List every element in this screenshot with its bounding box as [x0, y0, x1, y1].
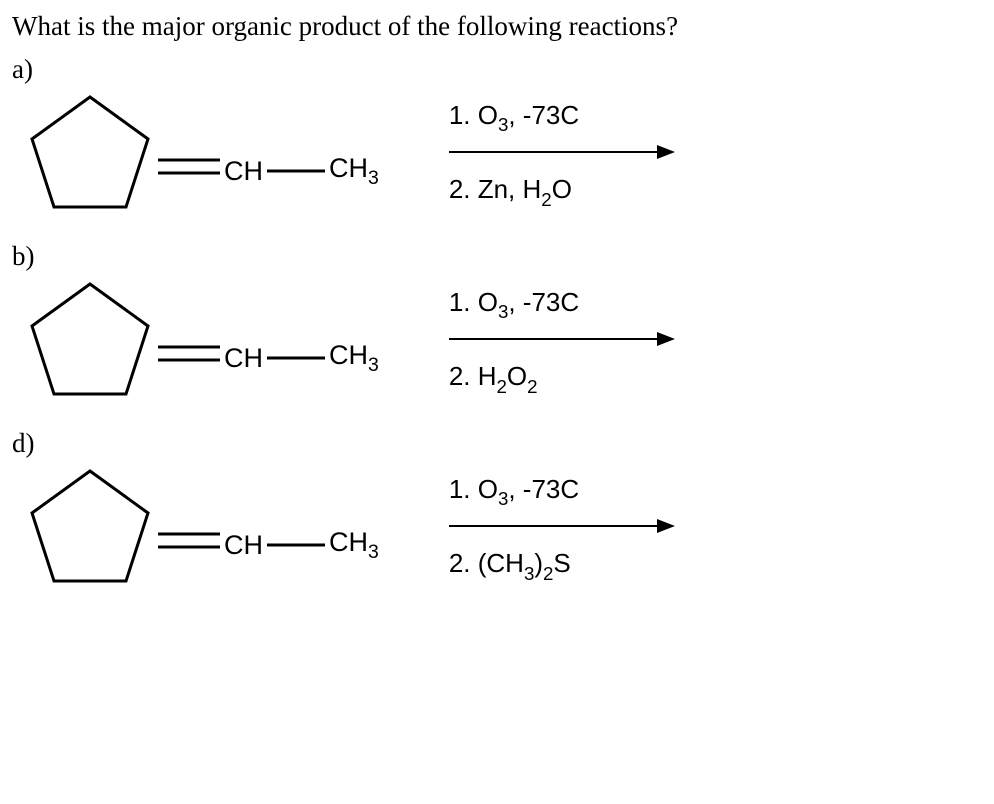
cond-d-2: 2. (CH3)2S: [449, 547, 675, 584]
single-bond-icon: [267, 167, 325, 175]
single-bond-icon: [267, 541, 325, 549]
double-bond-icon: [158, 151, 224, 191]
ch3-label: CH3: [329, 529, 379, 562]
arrow-d: [449, 512, 675, 543]
structure-a: CH CH3: [18, 89, 379, 219]
reaction-arrow-icon: [449, 516, 675, 536]
ch3-label: CH3: [329, 155, 379, 188]
conditions-a: 1. O3, -73C 2. Zn, H2O: [449, 99, 675, 210]
reaction-d: CH CH3 1. O3, -73C 2. (CH3)2S: [18, 463, 982, 593]
single-bond-icon: [267, 354, 325, 362]
reaction-b: CH CH3 1. O3, -73C 2. H2O2: [18, 276, 982, 406]
cyclopentane-icon: [18, 463, 162, 593]
ch-label: CH: [224, 532, 263, 559]
cyclopentane-icon: [18, 276, 162, 406]
cond-a-2: 2. Zn, H2O: [449, 173, 675, 210]
conditions-d: 1. O3, -73C 2. (CH3)2S: [449, 473, 675, 584]
cond-a-1: 1. O3, -73C: [449, 99, 675, 136]
part-label-d: d): [12, 428, 982, 459]
double-bond-icon: [158, 525, 224, 565]
reaction-arrow-icon: [449, 142, 675, 162]
cond-b-2: 2. H2O2: [449, 360, 675, 397]
part-label-a: a): [12, 54, 982, 85]
reaction-arrow-icon: [449, 329, 675, 349]
structure-d: CH CH3: [18, 463, 379, 593]
structure-b: CH CH3: [18, 276, 379, 406]
cond-d-1: 1. O3, -73C: [449, 473, 675, 510]
reaction-a: CH CH3 1. O3, -73C 2. Zn, H2O: [18, 89, 982, 219]
ch-label: CH: [224, 345, 263, 372]
ch-label: CH: [224, 158, 263, 185]
cyclopentane-icon: [18, 89, 162, 219]
ch3-label: CH3: [329, 342, 379, 375]
question-text: What is the major organic product of the…: [12, 8, 982, 44]
cond-b-1: 1. O3, -73C: [449, 286, 675, 323]
conditions-b: 1. O3, -73C 2. H2O2: [449, 286, 675, 397]
arrow-a: [449, 138, 675, 169]
arrow-b: [449, 325, 675, 356]
double-bond-icon: [158, 338, 224, 378]
part-label-b: b): [12, 241, 982, 272]
